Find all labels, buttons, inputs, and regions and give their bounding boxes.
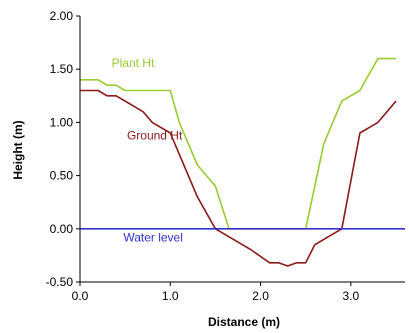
- x-axis-title: Distance (m): [208, 315, 280, 329]
- y-tick-label: 0.50: [50, 169, 74, 183]
- y-axis-title: Height (m): [11, 120, 25, 179]
- x-tick-label: 3.0: [342, 289, 359, 303]
- annotation-ground-ht: Ground Ht: [127, 128, 183, 142]
- x-tick-label: 1.0: [162, 289, 179, 303]
- ticks-layer: -0.50 0.00 0.50 1.00 1.50 2.00 0.0 1.0 2.0 3.0: [46, 9, 360, 303]
- annotation-plant-ht: Plant Ht: [112, 56, 155, 70]
- series-line-plant-ht: [80, 57, 396, 230]
- y-tick-label: 1.50: [50, 62, 74, 76]
- y-tick-label: 1.00: [50, 115, 74, 129]
- series-layer: [80, 57, 405, 267]
- x-tick-label: 2.0: [252, 289, 269, 303]
- y-tick-label: 2.00: [50, 9, 74, 23]
- annotation-water-level: Water level: [123, 231, 183, 245]
- series-line-ground-ht: [80, 89, 397, 267]
- annotations-layer: Plant Ht Ground Ht Water level: [112, 56, 183, 244]
- y-tick-label: -0.50: [46, 275, 74, 289]
- y-tick-label: 0.00: [50, 222, 74, 236]
- x-tick-label: 0.0: [72, 289, 89, 303]
